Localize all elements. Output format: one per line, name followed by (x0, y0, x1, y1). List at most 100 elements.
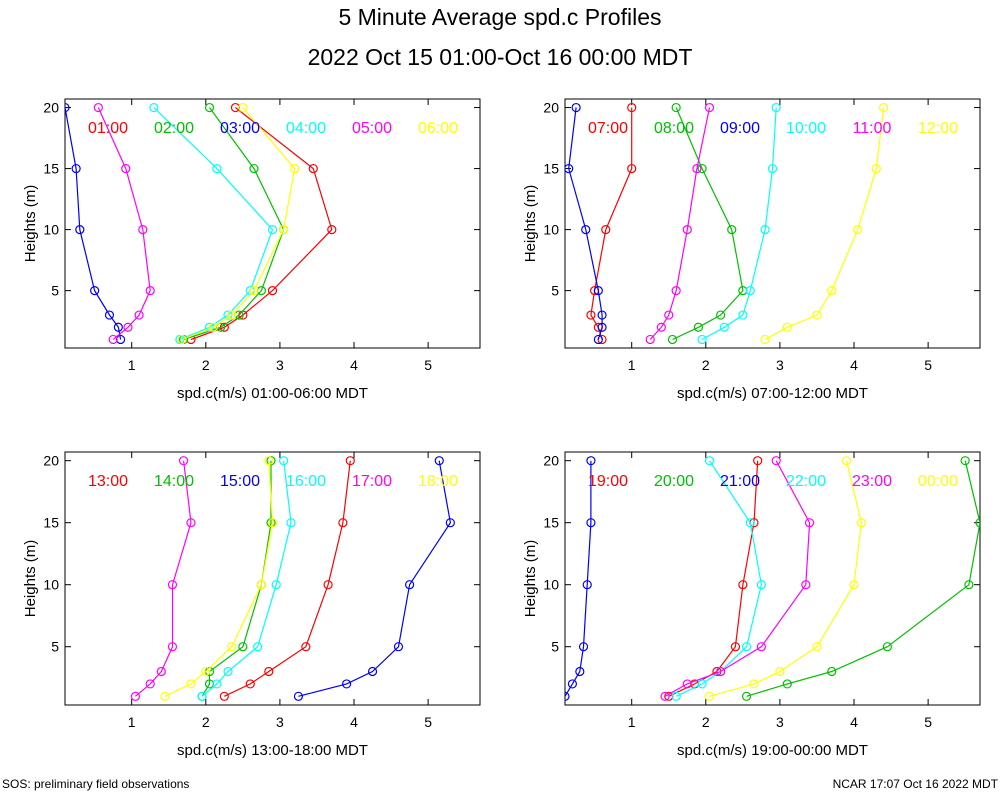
x-tick-label: 1 (128, 357, 136, 373)
data-point (771, 456, 781, 466)
data-point (167, 642, 178, 652)
data-point (719, 322, 729, 332)
data-point (149, 102, 159, 113)
data-point (660, 691, 670, 701)
x-tick-label: 3 (776, 357, 784, 373)
data-point (249, 286, 259, 296)
data-point (197, 691, 207, 701)
data-point (227, 642, 237, 652)
data-point (627, 163, 637, 174)
series-line-08:00 (672, 107, 744, 341)
legend-entry: 05:00 (352, 120, 392, 137)
data-point (586, 456, 596, 466)
data-point (93, 102, 103, 113)
x-tick-label: 4 (350, 357, 358, 373)
data-point (741, 691, 752, 701)
data-point (238, 102, 248, 113)
data-point (682, 225, 692, 235)
data-point (204, 102, 215, 113)
series-line-21:00 (565, 460, 592, 697)
footer-timestamp: NCAR 17:07 Oct 16 2022 MDT (832, 777, 998, 791)
data-point (842, 456, 852, 466)
data-point (693, 322, 703, 332)
legend-entry: 23:00 (852, 473, 892, 490)
x-axis-label: spd.c(m/s) 19:00-00:00 MDT (677, 742, 868, 759)
page-title: 5 Minute Average spd.c Profiles (338, 4, 662, 30)
data-point (227, 310, 237, 320)
data-point (290, 163, 300, 174)
y-axis-label: Heights (m) (522, 185, 539, 263)
plot-frame (64, 451, 481, 706)
data-point (177, 334, 187, 345)
y-tick-label: 10 (43, 222, 59, 238)
series-line-06:00 (181, 107, 296, 341)
x-tick-label: 5 (924, 714, 932, 730)
data-point (879, 102, 889, 113)
x-tick-label: 3 (776, 714, 784, 730)
data-point (186, 518, 196, 528)
chart-panel-1: 1 2 3 4 5 5 10 15 20 spd.c(m/s) 01:00-06:00 MDT He… (22, 98, 481, 402)
data-point (571, 102, 581, 113)
data-point (856, 518, 867, 528)
data-point (767, 163, 778, 174)
data-point (71, 163, 81, 174)
data-point (75, 225, 85, 235)
data-point (267, 225, 278, 235)
data-point (664, 310, 674, 320)
page-subtitle: 2022 Oct 15 01:00-Oct 16 00:00 MDT (307, 44, 693, 70)
data-point (575, 666, 585, 677)
data-point (597, 310, 607, 320)
data-point (238, 642, 248, 652)
series-line-16:00 (201, 460, 292, 697)
x-axis-label: spd.c(m/s) 01:00-06:00 MDT (177, 385, 368, 402)
data-point (108, 334, 118, 345)
data-point (964, 580, 974, 590)
data-point (267, 518, 278, 528)
x-tick-label: 2 (202, 714, 210, 730)
y-tick-label: 15 (543, 515, 559, 531)
data-point (578, 642, 589, 652)
data-point (404, 580, 415, 590)
data-point (760, 334, 770, 345)
y-tick-label: 20 (543, 100, 559, 116)
legend-entry: 00:00 (918, 473, 958, 490)
data-point (393, 642, 404, 652)
data-point (827, 286, 837, 296)
y-tick-label: 10 (543, 577, 559, 593)
data-point (801, 580, 811, 590)
data-point (682, 679, 692, 689)
data-point (342, 679, 352, 689)
data-point (223, 666, 233, 677)
data-point (782, 322, 792, 332)
data-point (279, 456, 289, 466)
data-point (186, 679, 196, 689)
plot-frame (564, 98, 981, 349)
plot-frame (564, 451, 981, 706)
legend-entry: 06:00 (418, 120, 458, 137)
legend-entry: 12:00 (918, 120, 958, 137)
x-tick-label: 4 (850, 357, 858, 373)
series-line-14:00 (201, 460, 272, 697)
data-point (704, 102, 715, 113)
data-point (716, 666, 726, 677)
data-point (113, 322, 123, 332)
data-point (130, 691, 141, 701)
data-point (271, 580, 281, 590)
data-point (771, 102, 781, 113)
legend-entry: 16:00 (286, 473, 326, 490)
plot-frame (64, 98, 481, 349)
legend-entry: 22:00 (786, 473, 826, 490)
x-tick-label: 3 (276, 714, 284, 730)
series-line-01:00 (190, 107, 333, 341)
data-point (586, 518, 596, 528)
data-point (345, 456, 355, 466)
y-tick-label: 10 (543, 222, 559, 238)
data-point (145, 286, 155, 296)
data-point (697, 163, 707, 174)
legend-entry: 03:00 (220, 120, 260, 137)
y-tick-label: 10 (43, 577, 59, 593)
legend-entry: 17:00 (352, 473, 392, 490)
data-point (671, 286, 681, 296)
x-axis-label: spd.c(m/s) 07:00-12:00 MDT (677, 385, 868, 402)
data-point (871, 163, 881, 174)
